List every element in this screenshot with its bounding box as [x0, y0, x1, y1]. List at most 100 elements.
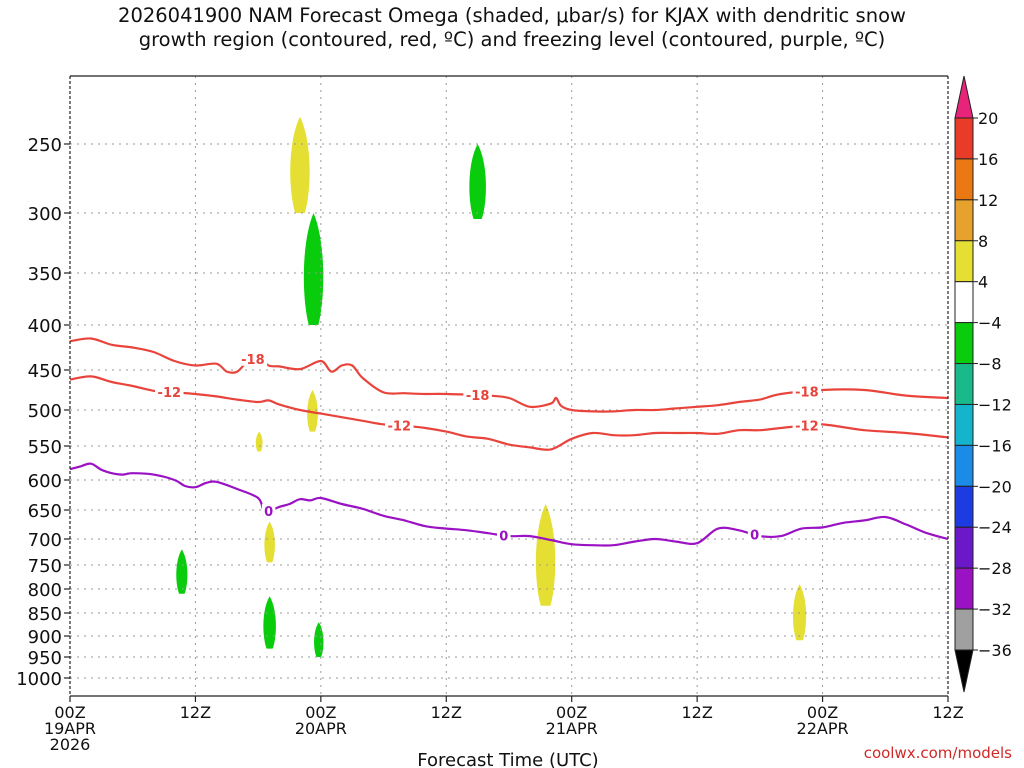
y-tick-label-250: 250	[28, 135, 62, 156]
colorbar-label-1: 20	[978, 109, 998, 128]
contour-label--18-c-isotherm-1: -18	[241, 353, 265, 368]
contour-label-bg	[155, 385, 184, 399]
chart-title-line-2: growth region (contoured, red, ºC) and f…	[138, 28, 886, 51]
x-tick-label-48h-2: 21APR	[546, 719, 598, 738]
omega-shaded-region-4	[307, 390, 318, 432]
y-tick-label-550: 550	[28, 437, 62, 458]
y-tick-label-650: 650	[28, 501, 62, 522]
colorbar-label-3: 12	[978, 191, 998, 210]
colorbar-swatch-8	[954, 403, 974, 446]
grid-layer	[70, 76, 948, 696]
contour-label-0-c-freezing-level-3: 0	[750, 529, 759, 544]
omega-shaded-region-9	[314, 622, 324, 657]
colorbar-label-2: 16	[978, 150, 998, 169]
x-tick-label-24h-2: 20APR	[295, 719, 347, 738]
contour-label-0-c-freezing-level-2: 0	[499, 529, 508, 544]
omega-shaded-region-5	[255, 431, 263, 452]
y-tick-label-350: 350	[28, 264, 62, 285]
contour-label-bg	[238, 351, 268, 366]
contour-label--18-c-isotherm-2: -18	[466, 389, 490, 404]
contour-label-bg	[792, 418, 822, 433]
x-axis-label: Forecast Time (UTC)	[417, 750, 598, 768]
x-tick-label-48h-1: 00Z	[556, 703, 587, 722]
colorbar-label-5: 4	[978, 273, 988, 292]
contour-label-0-c-freezing-level-1: 0	[264, 505, 273, 520]
x-tick-label-0h-2: 19APR	[44, 719, 96, 738]
contour-label-bg	[463, 388, 492, 403]
credit-link[interactable]: coolwx.com/models	[863, 744, 1012, 762]
colorbar-swatch-12	[954, 567, 974, 610]
colorbar-label-12: −28	[978, 559, 1012, 578]
colorbar-swatch-2	[954, 158, 974, 201]
contour-0-c-freezing-level	[69, 462, 949, 547]
colorbar: 20 16 12 8 4 −4 −8 −12 −16 −20 −24 −28 −32 −36	[954, 75, 1012, 693]
colorbar-label-6: −4	[978, 314, 1002, 333]
chart-title: 2026041900 NAM Forecast Omega (shaded, μ…	[0, 4, 1024, 52]
y-tick-label-900: 900	[28, 627, 62, 648]
colorbar-swatch-4	[954, 240, 974, 283]
colorbar-swatch-5	[954, 281, 974, 324]
colorbar-label-8: −12	[978, 395, 1012, 414]
y-tick-label-800: 800	[28, 580, 62, 601]
y-tick-label-600: 600	[28, 471, 62, 492]
omega-shaded-region-11	[792, 584, 807, 641]
omega-shaded-region-3	[469, 144, 486, 219]
contour-label--12-c-isotherm-3: -12	[795, 419, 819, 434]
x-tick-label-12h-1: 12Z	[180, 703, 211, 722]
colorbar-top-arrow	[954, 75, 974, 119]
x-tick-label-24h-1: 00Z	[305, 703, 336, 722]
contour-label-bg	[792, 384, 822, 399]
y-tick-label-300: 300	[28, 204, 62, 225]
x-tick-label-0h-3: 2026	[50, 735, 91, 754]
y-tick-label-700: 700	[28, 530, 62, 551]
contour-label-bg	[261, 504, 276, 519]
contour-label-bg	[747, 527, 762, 542]
contour-label--12-c-isotherm-2: -12	[388, 419, 412, 434]
colorbar-swatch-11	[954, 526, 974, 569]
omega-shaded-region-8	[263, 596, 276, 649]
axes-layer: 2503003504004505005506006507007508008509…	[16, 75, 964, 754]
colorbar-swatch-9	[954, 444, 974, 487]
x-tick-label-0h-1: 00Z	[54, 703, 85, 722]
x-tick-label-84h-1: 12Z	[932, 703, 963, 722]
contour-label--18-c-isotherm-3: -18	[795, 386, 819, 401]
colorbar-swatch-6	[954, 322, 974, 365]
y-tick-label-750: 750	[28, 556, 62, 577]
colorbar-label-14: −36	[978, 641, 1012, 660]
omega-shaded-region-10	[535, 504, 556, 606]
chart-title-line-1: 2026041900 NAM Forecast Omega (shaded, μ…	[118, 4, 906, 27]
colorbar-bottom-arrow	[954, 649, 974, 693]
contour-label-bg	[497, 528, 511, 543]
omega-shaded-region-2	[303, 213, 324, 325]
colorbar-label-9: −16	[978, 436, 1012, 455]
colorbar-swatch-1	[954, 117, 974, 160]
y-tick-label-400: 400	[28, 316, 62, 337]
omega-shaded-region-7	[176, 549, 188, 594]
contour--12-c-isotherm	[69, 375, 949, 451]
colorbar-swatch-7	[954, 363, 974, 405]
colorbar-label-7: −8	[978, 355, 1002, 374]
contour-layer: -18 -18 -18 -12 -12 -12 0 0 0	[69, 337, 949, 547]
colorbar-label-4: 8	[978, 232, 988, 251]
y-tick-label-850: 850	[28, 604, 62, 625]
contour--18-c-isotherm	[69, 337, 949, 413]
contour-label-bg	[385, 418, 414, 433]
colorbar-swatch-3	[954, 199, 974, 242]
x-tick-label-60h-1: 12Z	[681, 703, 712, 722]
y-tick-label-950: 950	[28, 648, 62, 669]
colorbar-swatch-10	[954, 485, 974, 528]
omega-shading-layer	[176, 116, 807, 657]
contour-label--12-c-isotherm-1: -12	[158, 386, 182, 401]
omega-shaded-region-6	[264, 521, 275, 563]
colorbar-label-13: −32	[978, 600, 1012, 619]
colorbar-label-10: −20	[978, 477, 1012, 496]
colorbar-swatch-13	[954, 608, 974, 651]
y-tick-label-500: 500	[28, 401, 62, 422]
omega-shaded-region-1	[290, 116, 310, 213]
y-tick-label-450: 450	[28, 361, 62, 382]
x-tick-label-36h-1: 12Z	[431, 703, 462, 722]
colorbar-label-11: −24	[978, 518, 1012, 537]
y-tick-label-1000: 1000	[16, 669, 62, 690]
x-tick-label-72h-1: 00Z	[807, 703, 838, 722]
